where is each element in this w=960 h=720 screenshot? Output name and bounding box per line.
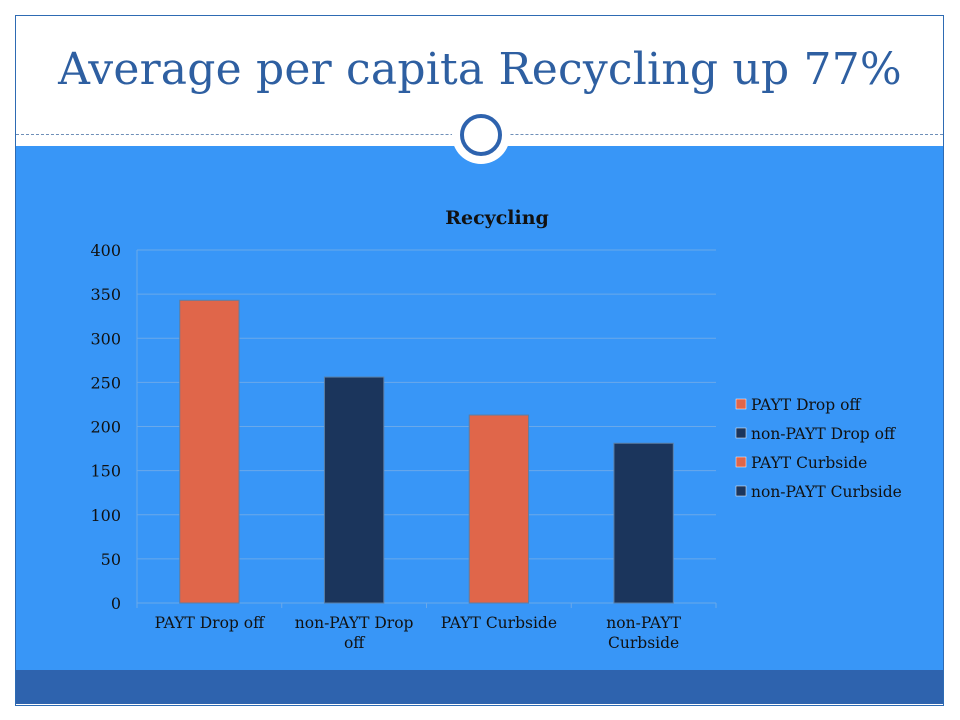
bar (323, 376, 385, 604)
bars (179, 299, 674, 604)
bar (468, 414, 530, 604)
x-tick-label: PAYT Curbside (441, 614, 557, 632)
slide-title: Average per capita Recycling up 77% (58, 44, 902, 95)
footer-bar (16, 670, 943, 704)
chart-title: Recycling (445, 207, 549, 229)
y-tick-label: 350 (90, 285, 121, 304)
y-tick-label: 50 (101, 550, 121, 569)
legend-label: non-PAYT Drop off (751, 425, 896, 443)
legend-label: PAYT Drop off (751, 396, 861, 414)
y-tick-label: 400 (90, 241, 121, 260)
y-tick-label: 100 (90, 506, 121, 525)
legend: PAYT Drop off non-PAYT Drop off PAYT Curbs… (735, 396, 902, 501)
bar (613, 442, 674, 604)
circle-ornament-icon (452, 106, 510, 164)
axis-labels: 0 50 100 150 200 250 300 350 400 PAYT Drop off non… (90, 241, 681, 652)
y-tick-label: 300 (90, 329, 121, 348)
legend-swatch (735, 485, 747, 497)
y-tick-label: 250 (90, 373, 121, 392)
legend-label: non-PAYT Curbside (751, 483, 902, 501)
bar (179, 299, 240, 604)
y-tick-label: 150 (90, 462, 121, 481)
y-tick-label: 0 (111, 594, 121, 613)
legend-swatch (735, 456, 747, 468)
x-tick-label: non-PAYT Drop off (295, 614, 414, 652)
y-tick-label: 200 (90, 418, 121, 437)
circle-ornament-ring (460, 114, 502, 156)
legend-label: PAYT Curbside (751, 454, 867, 472)
x-tick-label: non-PAYT Curbside (606, 614, 681, 652)
legend-swatch (735, 427, 747, 439)
legend-swatch (735, 398, 747, 410)
x-tick-label: PAYT Drop off (155, 614, 265, 632)
